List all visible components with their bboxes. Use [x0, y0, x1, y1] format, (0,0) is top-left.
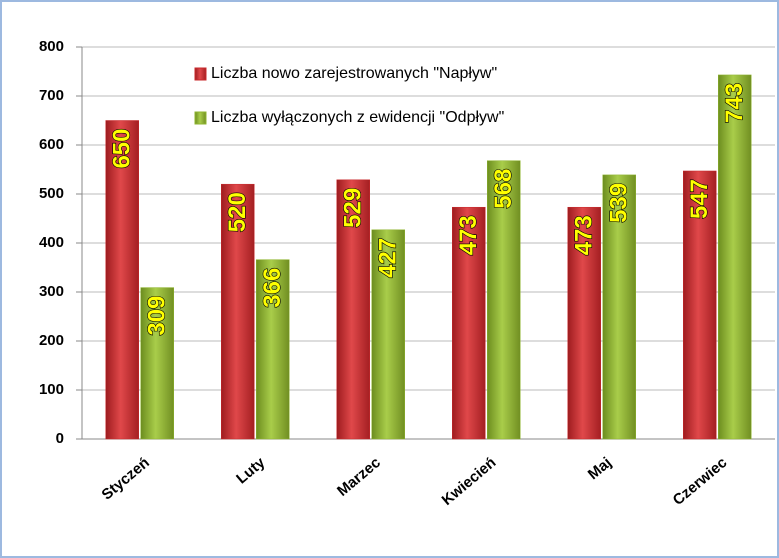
bar — [256, 259, 290, 440]
legend-swatch — [194, 111, 207, 125]
legend-label: Liczba wyłączonych z ewidencji "Odpływ" — [211, 109, 504, 126]
y-tick-label: 600 — [39, 136, 64, 153]
y-tick-label: 400 — [39, 234, 64, 251]
value-label: 473 — [455, 215, 482, 255]
y-tick-label: 0 — [56, 430, 64, 447]
bar — [452, 206, 486, 440]
value-label: 309 — [144, 296, 171, 336]
bar — [567, 206, 601, 440]
value-label: 529 — [340, 188, 367, 228]
value-label: 539 — [606, 183, 633, 223]
bar — [683, 170, 717, 440]
y-tick-label: 300 — [39, 283, 64, 300]
value-label: 743 — [721, 83, 748, 123]
y-tick-label: 500 — [39, 185, 64, 202]
y-tick-label: 200 — [39, 332, 64, 349]
legend-label: Liczba nowo zarejestrowanych "Napływ" — [211, 65, 497, 82]
bar — [221, 183, 255, 440]
bar — [602, 174, 636, 440]
value-label: 473 — [571, 215, 598, 255]
bar — [371, 229, 405, 440]
value-label: 427 — [375, 238, 402, 278]
bar — [718, 74, 752, 440]
y-tick-label: 100 — [39, 381, 64, 398]
bar — [140, 287, 174, 440]
bar — [487, 160, 521, 440]
value-label: 366 — [259, 268, 286, 308]
value-label: 650 — [109, 129, 136, 169]
bar — [336, 179, 370, 440]
value-label: 568 — [490, 169, 517, 209]
legend-swatch — [194, 67, 207, 81]
bar — [105, 120, 139, 440]
y-tick-label: 800 — [39, 38, 64, 55]
y-tick-label: 700 — [39, 87, 64, 104]
value-label: 547 — [686, 179, 713, 219]
value-label: 520 — [224, 192, 251, 232]
